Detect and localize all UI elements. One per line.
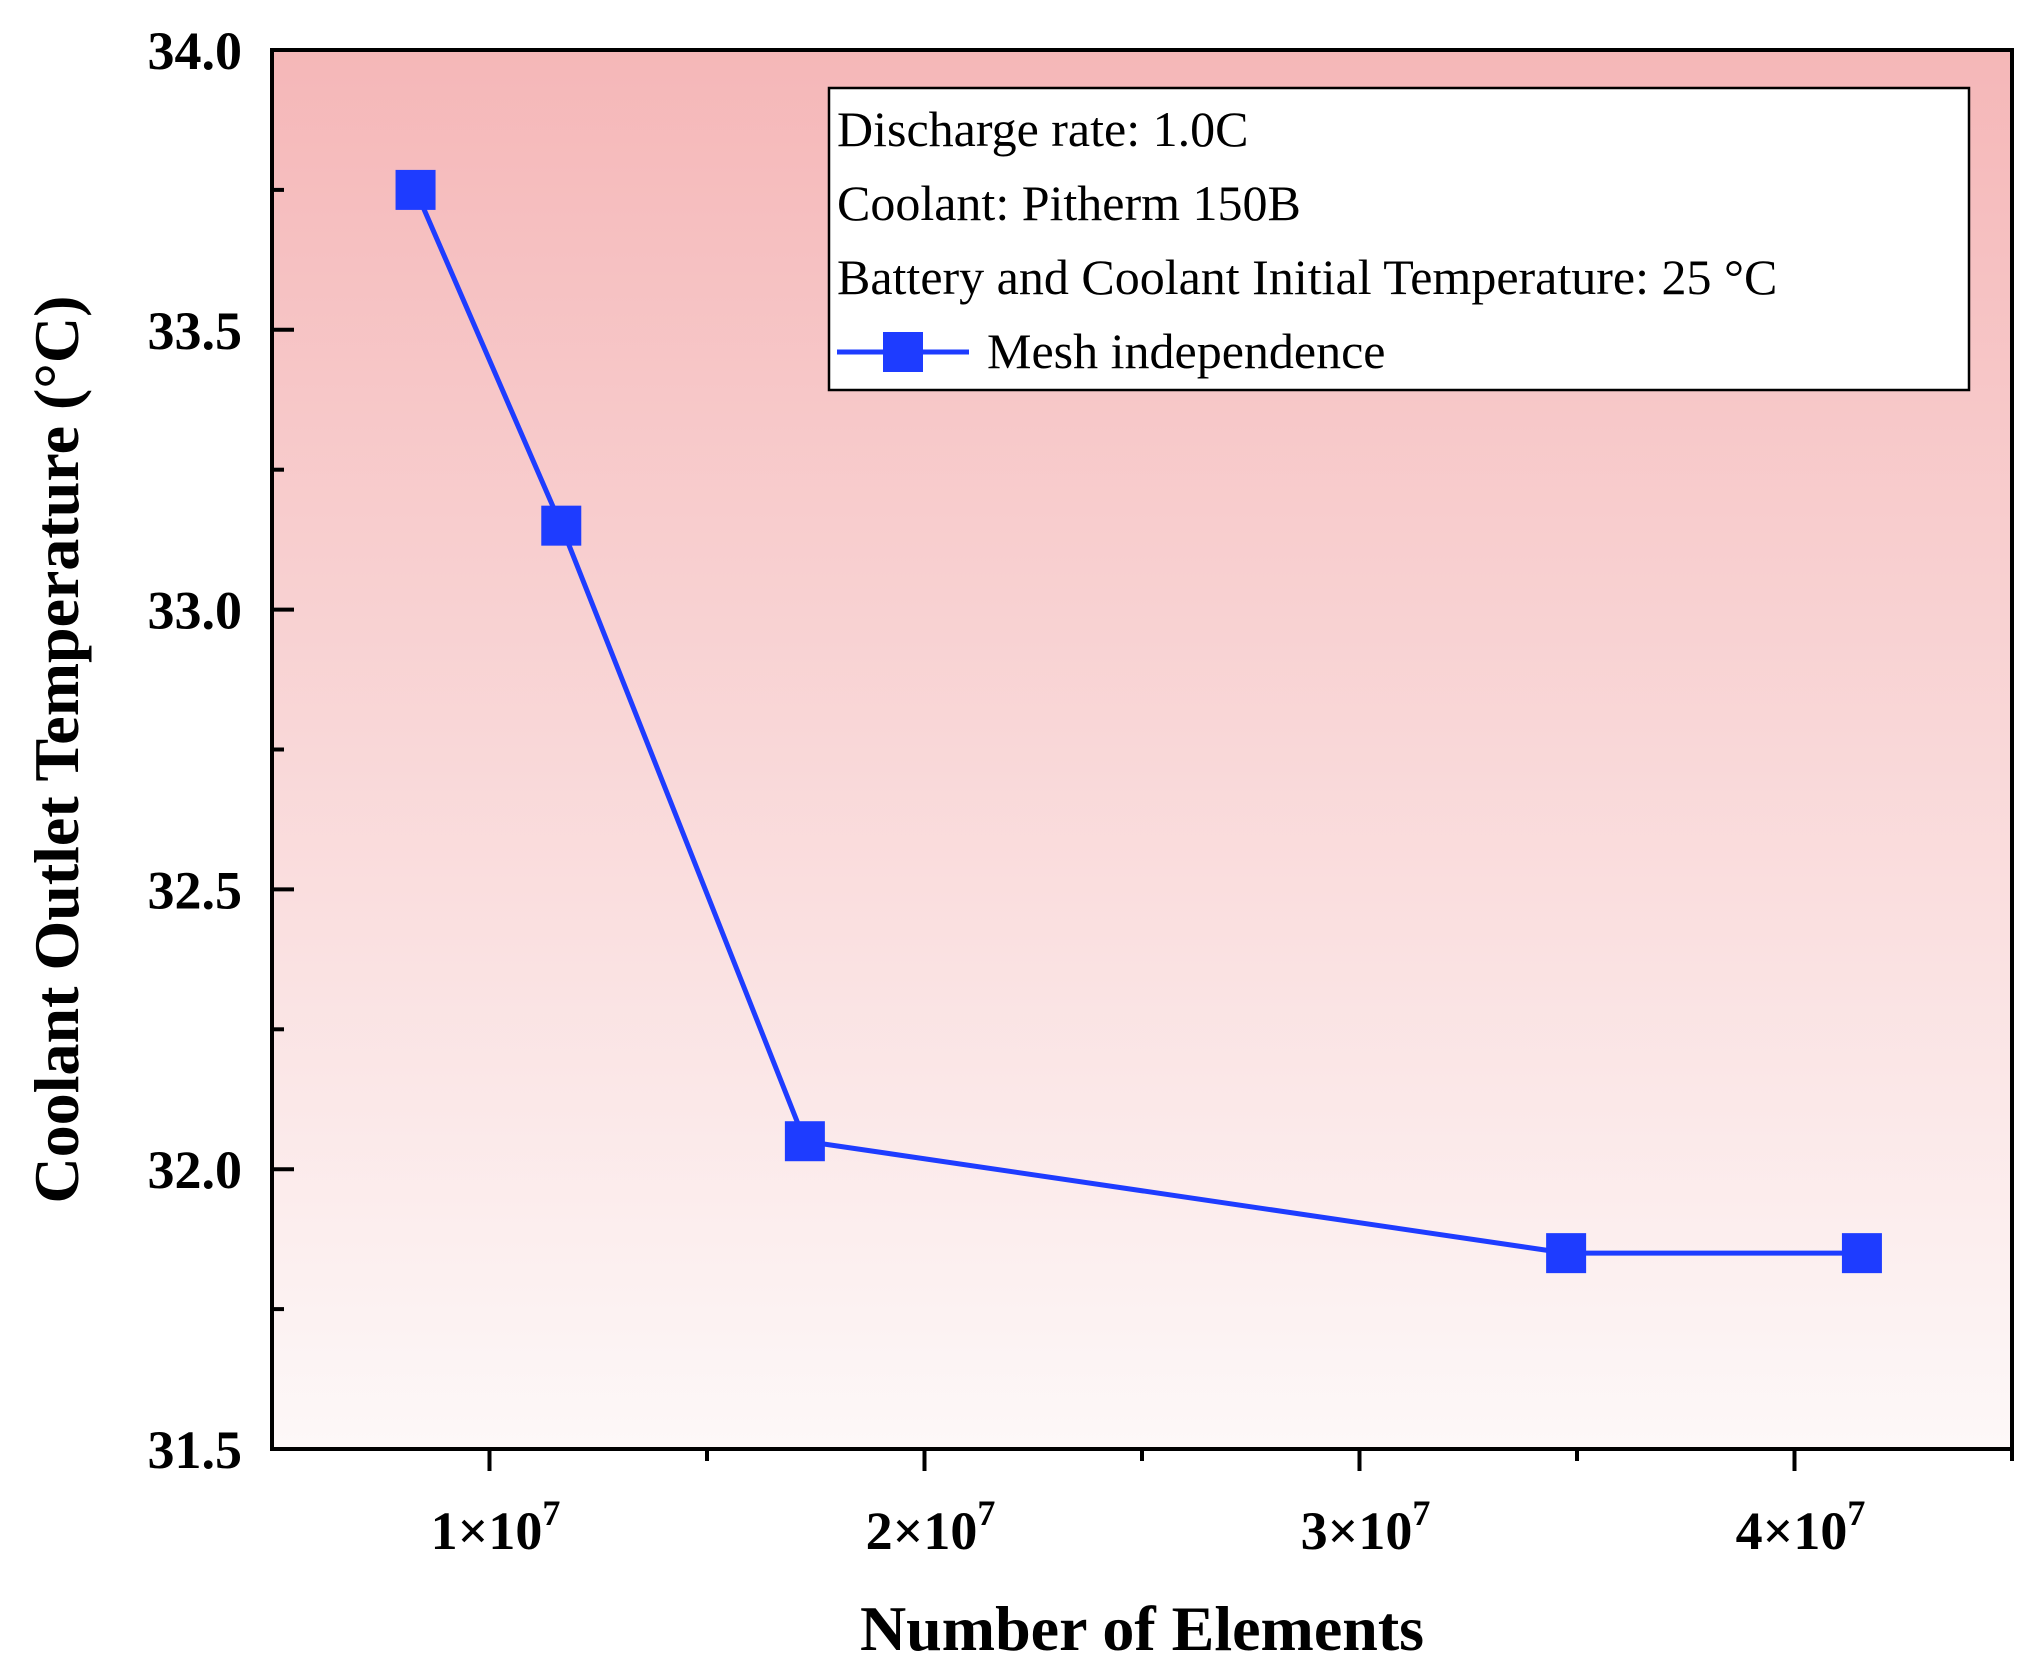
data-point bbox=[1546, 1233, 1587, 1274]
x-tick-label: 2×107 bbox=[866, 1493, 996, 1561]
y-tick-label: 32.5 bbox=[148, 860, 243, 920]
axes-layer: 31.5 32.0 32.5 33.0 33.5 34.0 1×107 2×107 3×107 4… bbox=[148, 21, 2014, 1561]
y-axis-title: Coolant Outlet Temperature (°C) bbox=[21, 296, 92, 1204]
annotation-discharge-rate: Discharge rate: 1.0C bbox=[837, 101, 1248, 157]
plot-frame bbox=[270, 48, 2014, 1451]
x-tick-label: 4×107 bbox=[1736, 1493, 1866, 1561]
y-tick-label: 34.0 bbox=[148, 21, 243, 81]
data-point bbox=[541, 505, 582, 546]
x-tick-label: 1×107 bbox=[431, 1493, 561, 1561]
data-point bbox=[784, 1121, 825, 1162]
data-point bbox=[395, 169, 436, 210]
legend-box bbox=[827, 86, 1971, 392]
x-axis-title: Number of Elements bbox=[860, 1593, 1424, 1664]
legend-series-label: Mesh independence bbox=[987, 323, 1385, 379]
annotation-coolant: Coolant: Pitherm 150B bbox=[837, 175, 1301, 231]
y-tick-label: 31.5 bbox=[148, 1420, 243, 1480]
legend: Discharge rate: 1.0C Coolant: Pitherm 15… bbox=[827, 86, 1971, 392]
x-tick-label: 3×107 bbox=[1301, 1493, 1431, 1561]
y-tick-label: 32.0 bbox=[148, 1140, 243, 1200]
y-tick-label: 33.0 bbox=[148, 581, 243, 641]
legend-series-marker bbox=[883, 332, 923, 372]
data-point bbox=[1841, 1233, 1882, 1274]
series-layer bbox=[395, 169, 1882, 1274]
annotation-initial-temperature: Battery and Coolant Initial Temperature:… bbox=[837, 249, 1777, 305]
y-tick-label: 33.5 bbox=[148, 301, 243, 361]
